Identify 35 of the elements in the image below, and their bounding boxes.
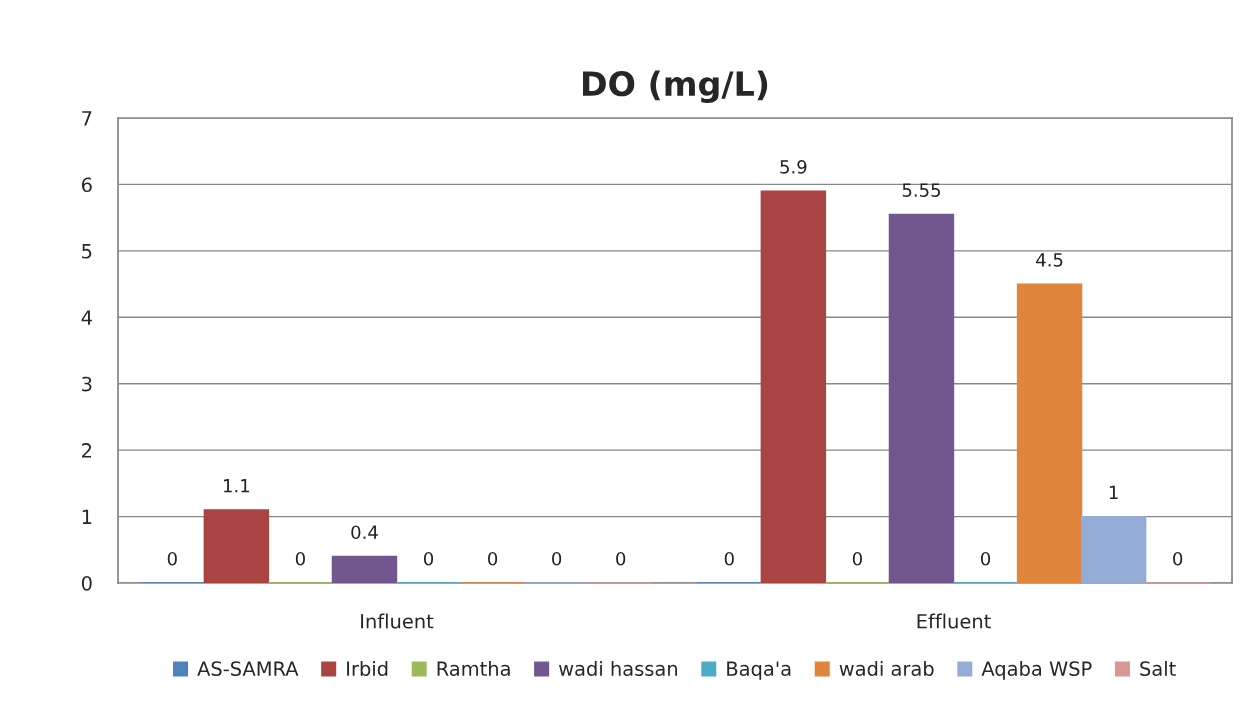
legend-label: Baqa'a (727, 661, 791, 680)
data-label: 0 (488, 551, 498, 566)
legend-label: Irbid (347, 660, 388, 676)
legend-label: wadi hassan (558, 660, 678, 676)
legend-label: Aqaba WSP (981, 660, 1092, 680)
y-tick-label: 1 (82, 509, 92, 524)
y-tick-label: 6 (81, 177, 92, 193)
legend-label: AS-SAMRA (197, 661, 299, 676)
legend-label: wadi arab (839, 660, 934, 676)
data-label: 0 (980, 551, 991, 566)
y-tick-label: 2 (82, 443, 92, 458)
y-tick-label: 7 (82, 111, 92, 126)
data-label: 0 (295, 551, 305, 566)
data-label: 0 (724, 551, 734, 566)
y-tick-label: 5 (82, 244, 92, 259)
y-tick-label: 4 (81, 310, 92, 325)
data-label: 0 (1173, 551, 1183, 566)
data-label: 0 (167, 551, 177, 566)
data-label: 1 (1109, 485, 1118, 499)
data-label: 0 (616, 551, 626, 566)
y-tick-label: 0 (81, 575, 92, 591)
chart-title: DO (mg/L) (583, 70, 768, 103)
legend-label: Salt (1140, 660, 1176, 676)
data-label: 0.4 (351, 525, 378, 540)
data-label: 0 (423, 551, 434, 566)
legend-label: Ramtha (437, 660, 510, 676)
data-label: 5.55 (902, 183, 940, 197)
data-label: 0 (852, 551, 862, 566)
x-tick-label: Effluent (917, 613, 991, 629)
data-label: 4.5 (1036, 253, 1063, 267)
data-label: 1.1 (223, 479, 250, 493)
x-tick-label: Influent (361, 613, 434, 629)
y-tick-label: 3 (82, 376, 92, 392)
data-label: 5.9 (780, 160, 807, 174)
data-label: 0 (552, 551, 562, 566)
